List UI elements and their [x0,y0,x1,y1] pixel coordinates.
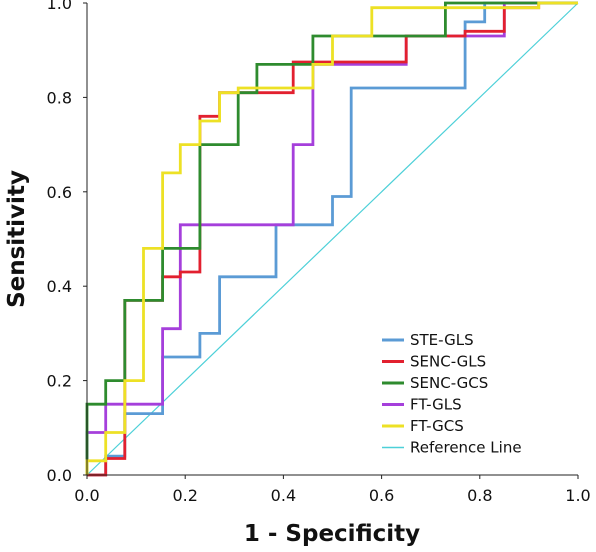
legend-label-senc-gcs: SENC-GCS [410,374,488,392]
x-tick-label: 0.6 [369,486,394,505]
legend-label-reference-line: Reference Line [410,439,522,457]
ticks-layer: 0.0 0.2 0.4 0.6 0.8 1.0 0.0 0.2 0.4 0.6 0.8 1.0 [47,0,591,505]
y-tick-label: 1.0 [47,0,72,13]
x-tick-label: 0.0 [74,486,99,505]
y-tick-label: 0.0 [47,466,72,485]
x-tick-label: 0.4 [271,486,296,505]
legend-label-ft-gls: FT-GLS [410,396,462,414]
series-line-reference-line [86,2,579,476]
legend-label-ste-gls: STE-GLS [410,331,474,349]
y-tick-label: 0.4 [47,277,72,296]
x-tick-label: 0.2 [172,486,197,505]
y-tick-label: 0.8 [47,88,72,107]
x-axis-title: 1 - Specificity [244,521,420,547]
legend-label-senc-gls: SENC-GLS [410,353,486,371]
y-tick-label: 0.2 [47,372,72,391]
axes-layer [86,3,578,476]
y-tick-label: 0.6 [47,183,72,202]
legend-label-ft-gcs: FT-GCS [410,417,464,435]
x-tick-label: 1.0 [565,486,590,505]
y-axis-title: Sensitivity [4,170,30,308]
x-tick-label: 0.8 [467,486,492,505]
series-layer [85,1,579,477]
legend: STE-GLS SENC-GLS SENC-GCS FT-GLS FT-GCS Refer… [382,331,522,457]
series-line-ft-gcs [85,1,578,475]
